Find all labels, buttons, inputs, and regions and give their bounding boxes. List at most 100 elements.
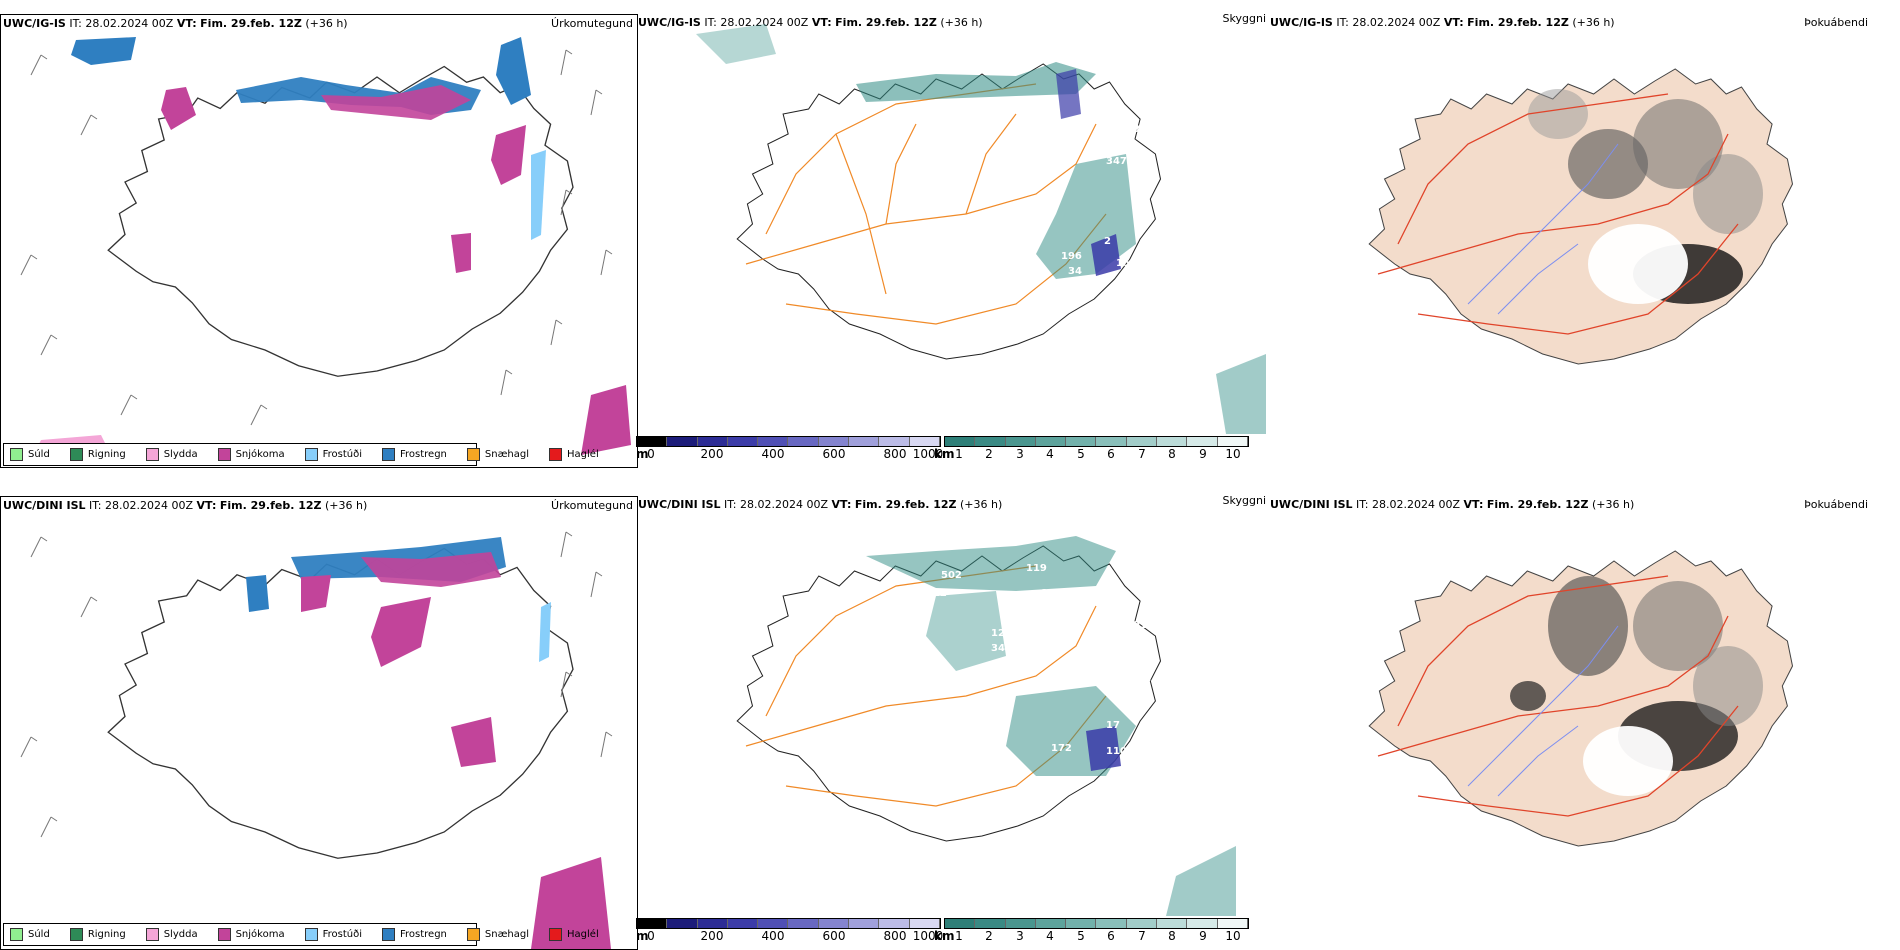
ceiling-tick: 200 — [700, 447, 724, 461]
legend-item: Frostregn — [382, 448, 447, 461]
colorbar-segment — [1217, 919, 1248, 928]
legend-item: Haglél — [549, 928, 599, 941]
ceiling-tick: 800 — [883, 929, 907, 943]
legend-item: Slydda — [145, 448, 198, 461]
legend-swatch — [304, 448, 318, 461]
ceiling-colorbar: m 0 200 400 600 800 1000 — [636, 436, 944, 461]
wind-barbs — [20, 49, 613, 426]
panel-title: Þokuábendi — [1804, 16, 1868, 29]
road-network — [1377, 93, 1739, 335]
colorbar-segment — [697, 919, 728, 928]
ceiling-tick: 1000 — [912, 447, 944, 461]
ceiling-ticks: m 0 200 400 600 800 1000 — [636, 929, 944, 943]
legend-item: Súld — [10, 448, 50, 461]
svg-text:17: 17 — [1106, 720, 1120, 731]
colorbar-segment — [788, 919, 819, 928]
colorbar-segment — [1005, 437, 1036, 446]
svg-text:212: 212 — [926, 588, 947, 599]
visibility-tick: 9 — [1199, 929, 1207, 943]
legend-item: Snjókoma — [217, 928, 285, 941]
colorbar-segment — [1157, 437, 1188, 446]
visibility-map-top: 199 83 299 347 2 152 196 34 15 — [696, 24, 1266, 434]
legend-swatch — [466, 928, 480, 941]
svg-text:199: 199 — [1031, 96, 1052, 107]
precip-legend: Súld Rigning Slydda Snjókoma Frostúði Fr… — [3, 443, 599, 466]
legend-item: Frostúði — [304, 928, 362, 941]
svg-text:2: 2 — [1104, 236, 1111, 247]
visibility-tick: 10 — [1225, 447, 1241, 461]
legend-swatch — [304, 928, 318, 941]
legend-item: Súld — [10, 928, 50, 941]
ceiling-tick: 400 — [761, 447, 785, 461]
colorbar-segment — [818, 437, 850, 446]
visibility-tick: 8 — [1168, 447, 1176, 461]
visibility-fields — [866, 536, 1236, 916]
visibility-tick: 9 — [1199, 447, 1207, 461]
visibility-tick: 2 — [985, 929, 993, 943]
svg-text:12: 12 — [991, 628, 1005, 639]
ceiling-unit: m — [636, 929, 649, 943]
legend-item: Rigning — [69, 448, 126, 461]
ceiling-tick: 0 — [647, 929, 655, 943]
svg-text:83: 83 — [1126, 124, 1140, 135]
panel-title: Skyggni — [1222, 14, 1266, 25]
colorbar-segment — [667, 919, 698, 928]
rivers — [1467, 143, 1619, 315]
panel-header: UWC/DINI ISL IT: 28.02.2024 00Z VT: Fim.… — [1270, 498, 1635, 511]
fog-panel-bottom: UWC/DINI ISL IT: 28.02.2024 00Z VT: Fim.… — [1268, 496, 1868, 948]
svg-text:18: 18 — [1056, 640, 1070, 651]
visibility-tick: 10 — [1225, 929, 1241, 943]
visibility-map-bottom: 502 212 119 98 13 153 149 12 343 18 191 … — [736, 536, 1236, 916]
colorbar-segment — [1126, 919, 1158, 928]
wind-barbs — [20, 531, 613, 838]
legend-swatch — [549, 928, 563, 941]
colorbar-segment — [697, 437, 728, 446]
ceiling-tick: 1000 — [912, 929, 944, 943]
visibility-tick: 4 — [1046, 447, 1054, 461]
colorbar-segment — [637, 437, 668, 446]
visibility-tick: 6 — [1107, 929, 1115, 943]
svg-text:152: 152 — [1116, 258, 1137, 269]
ceiling-colorbar-scale — [636, 918, 941, 929]
legend-item: Rigning — [69, 928, 126, 941]
legend-item: Frostúði — [304, 448, 362, 461]
legend-swatch — [549, 448, 563, 461]
colorbar-segment — [758, 919, 789, 928]
legend-swatch — [217, 448, 231, 461]
colorbar-segment — [1035, 437, 1067, 446]
colorbar-segment — [758, 437, 789, 446]
svg-text:502: 502 — [941, 570, 962, 581]
colorbar-segment — [1126, 437, 1158, 446]
legend-swatch — [145, 448, 159, 461]
legend-item: Snæhagl — [466, 448, 529, 461]
visibility-unit: km — [934, 447, 955, 461]
precip-map-bottom — [20, 531, 613, 949]
visibility-unit: km — [934, 929, 955, 943]
visibility-ticks: km 1 2 3 4 5 6 7 8 9 10 — [934, 929, 1249, 943]
colorbar-segment — [879, 919, 910, 928]
legend-swatch — [145, 928, 159, 941]
legend-item: Slydda — [145, 928, 198, 941]
colorbar-segment — [975, 437, 1006, 446]
fog-index-field — [1510, 576, 1763, 796]
colorbar-segment — [727, 437, 759, 446]
colorbar-segment — [1066, 919, 1097, 928]
colorbar-segment — [1217, 437, 1248, 446]
rivers — [1467, 625, 1619, 797]
svg-text:196: 196 — [1061, 251, 1082, 262]
svg-text:343: 343 — [991, 643, 1012, 654]
visibility-colorbar-scale — [944, 436, 1249, 447]
legend-swatch — [69, 448, 83, 461]
svg-text:15: 15 — [1156, 194, 1170, 205]
svg-text:1: 1 — [1144, 673, 1151, 684]
svg-text:172: 172 — [1051, 743, 1072, 754]
colorbar-segment — [818, 919, 850, 928]
ceiling-tick: 200 — [700, 929, 724, 943]
colorbar-segment — [1187, 919, 1218, 928]
precip-legend: Súld Rigning Slydda Snjókoma Frostúði Fr… — [3, 923, 599, 946]
ceiling-ticks: m 0 200 400 600 800 1000 — [636, 447, 944, 461]
legend-swatch — [10, 928, 23, 941]
svg-text:153: 153 — [1066, 588, 1087, 599]
colorbar-segment — [1005, 919, 1036, 928]
svg-text:34: 34 — [1068, 266, 1082, 277]
